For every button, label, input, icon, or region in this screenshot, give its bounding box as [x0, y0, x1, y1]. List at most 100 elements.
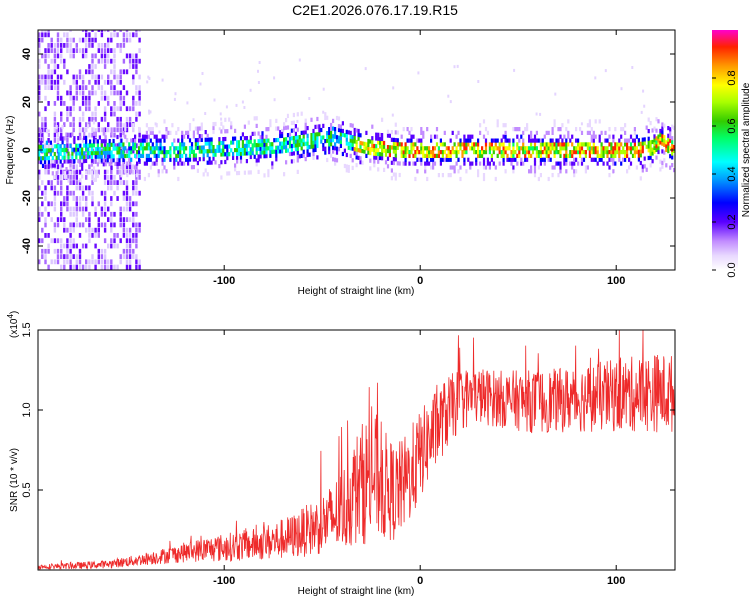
- heat-cell: [290, 128, 293, 133]
- heat-cell: [554, 92, 557, 96]
- heat-cell: [119, 211, 122, 217]
- heat-cell: [83, 143, 86, 148]
- heat-cell: [40, 156, 43, 161]
- heat-cell: [647, 155, 650, 161]
- heat-cell: [432, 153, 435, 158]
- heat-cell: [547, 150, 550, 155]
- heat-cell: [63, 243, 66, 249]
- heat-cell: [465, 150, 468, 155]
- heat-cell: [138, 264, 141, 270]
- heat-cell: [594, 76, 597, 80]
- heat-cell: [108, 150, 111, 155]
- heat-cell: [60, 211, 63, 217]
- heat-cell: [188, 146, 192, 151]
- heat-cell: [449, 100, 452, 104]
- heat-cell: [149, 157, 152, 162]
- heat-cell: [414, 150, 417, 155]
- heat-cell: [122, 37, 126, 43]
- heat-cell: [53, 175, 56, 180]
- snr-frame: [37, 329, 676, 571]
- heat-cell: [653, 126, 656, 131]
- heat-cell: [192, 157, 195, 162]
- heat-cell: [61, 163, 64, 168]
- heat-cell: [663, 150, 666, 155]
- heat-cell: [288, 136, 292, 141]
- heat-cell: [50, 180, 53, 185]
- heat-cell: [141, 142, 145, 147]
- heat-cell: [38, 175, 41, 180]
- heat-cell: [132, 127, 135, 133]
- heat-cell: [555, 138, 558, 143]
- heat-cell: [530, 142, 533, 147]
- heat-cell: [631, 146, 635, 151]
- heat-cell: [53, 238, 57, 244]
- heat-cell: [188, 123, 192, 128]
- heat-cell: [573, 146, 576, 151]
- heat-cell: [116, 264, 119, 270]
- heat-cell: [50, 69, 53, 75]
- heat-cell: [655, 136, 658, 141]
- heat-cell: [135, 69, 138, 75]
- heat-cell: [647, 140, 650, 145]
- snr-plot-area: [38, 330, 675, 570]
- heat-cell: [557, 173, 560, 178]
- heat-cell: [492, 176, 495, 182]
- heat-cell: [543, 161, 546, 166]
- heat-cell: [633, 150, 636, 155]
- heat-cell: [553, 142, 556, 147]
- heat-cell: [47, 125, 50, 130]
- heat-cell: [669, 131, 672, 136]
- heat-cell: [38, 211, 41, 217]
- heat-cell: [610, 157, 613, 162]
- heat-cell: [106, 169, 109, 174]
- heat-cell: [107, 122, 110, 127]
- heat-cell: [669, 138, 672, 143]
- heat-cell: [345, 164, 348, 169]
- heat-cell: [103, 254, 107, 259]
- heat-cell: [312, 136, 315, 141]
- heat-cell: [100, 222, 104, 228]
- heat-cell: [659, 136, 662, 141]
- heat-cell: [612, 161, 615, 166]
- heat-cell: [522, 146, 525, 151]
- heat-cell: [637, 153, 640, 158]
- heat-cell: [75, 243, 78, 249]
- heat-cell: [383, 140, 386, 146]
- heat-cell: [107, 127, 110, 133]
- heat-cell: [616, 150, 619, 155]
- heat-cell: [125, 227, 129, 233]
- heat-cell: [510, 161, 513, 166]
- heat-cell: [257, 131, 260, 136]
- heat-cell: [141, 146, 145, 151]
- heat-cell: [159, 146, 162, 151]
- heat-cell: [257, 69, 259, 73]
- heat-cell: [165, 153, 168, 158]
- heat-cell: [522, 142, 525, 147]
- heat-cell: [357, 132, 360, 137]
- snr-series-line: [38, 330, 675, 570]
- heat-cell: [63, 254, 66, 259]
- heat-cell: [88, 233, 91, 238]
- heat-cell: [253, 154, 256, 159]
- heat-cell: [571, 150, 574, 155]
- heat-cell: [337, 139, 341, 144]
- heat-cell: [66, 196, 69, 201]
- heat-cell: [38, 156, 41, 161]
- heat-cell: [85, 170, 88, 175]
- heat-cell: [300, 146, 303, 151]
- heat-cell: [47, 64, 50, 69]
- heat-cell: [63, 43, 66, 48]
- heat-cell: [337, 116, 341, 121]
- heat-cell: [200, 126, 203, 131]
- colorbar: [712, 30, 738, 270]
- heat-cell: [135, 64, 138, 69]
- heat-cell: [386, 145, 390, 150]
- heat-cell: [432, 161, 435, 166]
- heat-cell: [324, 139, 327, 144]
- heat-cell: [302, 138, 305, 143]
- heat-cell: [85, 185, 88, 191]
- heat-cell: [232, 136, 235, 141]
- heat-cell: [447, 153, 450, 158]
- heat-cell: [108, 162, 111, 167]
- heat-cell: [582, 150, 586, 155]
